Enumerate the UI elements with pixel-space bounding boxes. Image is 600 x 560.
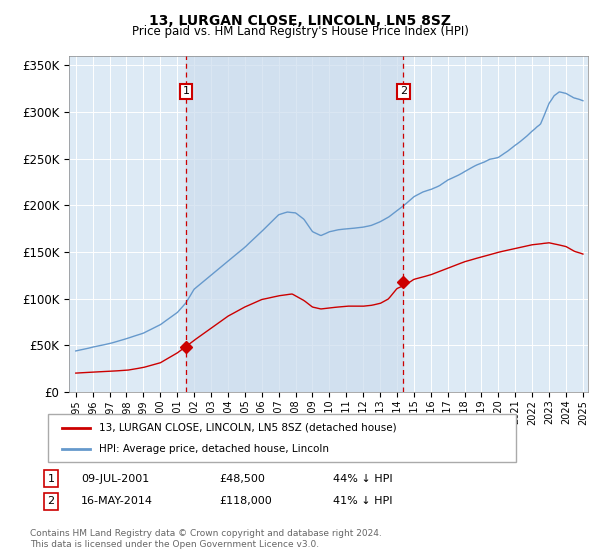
Text: 1: 1	[47, 474, 55, 484]
Text: 13, LURGAN CLOSE, LINCOLN, LN5 8SZ: 13, LURGAN CLOSE, LINCOLN, LN5 8SZ	[149, 14, 451, 28]
Bar	[186, 56, 403, 392]
Text: 16-MAY-2014: 16-MAY-2014	[81, 496, 153, 506]
Text: Price paid vs. HM Land Registry's House Price Index (HPI): Price paid vs. HM Land Registry's House …	[131, 25, 469, 38]
Text: 2: 2	[47, 496, 55, 506]
Text: 13, LURGAN CLOSE, LINCOLN, LN5 8SZ (detached house): 13, LURGAN CLOSE, LINCOLN, LN5 8SZ (deta…	[100, 423, 397, 433]
Text: HPI: Average price, detached house, Lincoln: HPI: Average price, detached house, Linc…	[100, 444, 329, 454]
FancyBboxPatch shape	[48, 414, 516, 462]
Text: 2: 2	[400, 86, 407, 96]
Text: 09-JUL-2001: 09-JUL-2001	[81, 474, 149, 484]
Text: £48,500: £48,500	[219, 474, 265, 484]
Text: 44% ↓ HPI: 44% ↓ HPI	[333, 474, 392, 484]
Text: 1: 1	[182, 86, 190, 96]
Text: 41% ↓ HPI: 41% ↓ HPI	[333, 496, 392, 506]
Text: £118,000: £118,000	[219, 496, 272, 506]
Text: Contains HM Land Registry data © Crown copyright and database right 2024.
This d: Contains HM Land Registry data © Crown c…	[30, 529, 382, 549]
